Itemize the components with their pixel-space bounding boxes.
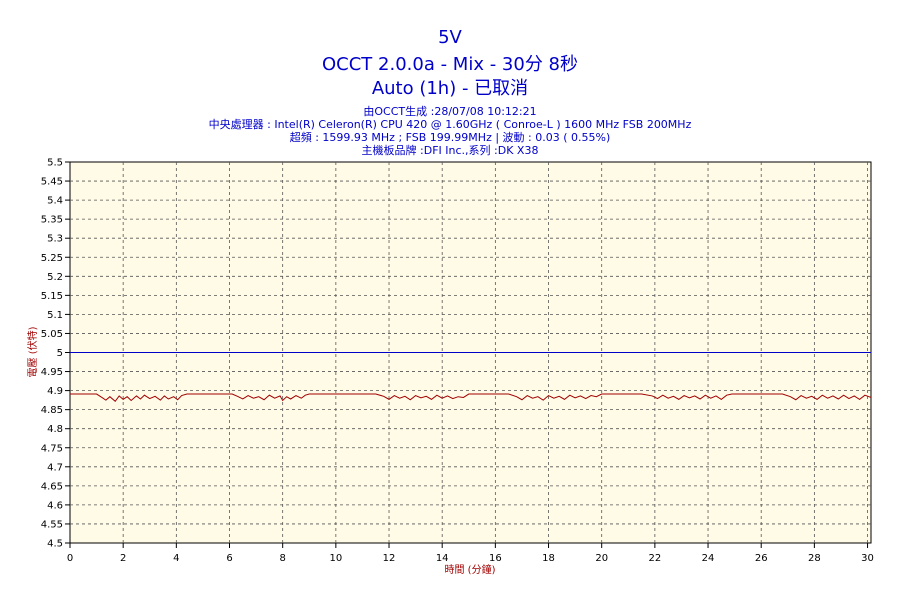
y-tick-label: 4.65 [41,481,63,492]
x-tick-label: 22 [648,553,661,564]
y-tick-label: 5 [57,348,63,359]
x-tick-label: 14 [436,553,449,564]
x-tick-label: 12 [383,553,396,564]
chart-title: 5V [438,27,462,48]
y-tick-label: 4.55 [41,519,63,530]
info-cpu: 中央處理器 : Intel(R) Celeron(R) CPU 420 @ 1.… [208,118,692,131]
y-tick-label: 5.2 [47,272,63,283]
info-motherboard: 主機板品牌 :DFI Inc.,系列 :DK X38 [361,144,539,157]
y-tick-label: 4.6 [47,500,63,511]
y-tick-label: 5.05 [41,329,63,340]
x-tick-label: 30 [861,553,874,564]
chart-subtitle: OCCT 2.0.0a - Mix - 30分 8秒 [322,54,578,75]
info-generated: 由OCCT生成 :28/07/08 10:12:21 [363,105,537,118]
y-tick-label: 5.3 [47,234,63,245]
y-tick-label: 4.5 [47,539,63,550]
y-tick-label: 5.4 [47,196,63,207]
series-line-measured [70,393,872,402]
x-tick-label: 0 [67,553,73,564]
x-tick-label: 4 [173,553,179,564]
x-tick-label: 16 [489,553,502,564]
x-tick-label: 24 [702,553,715,564]
y-tick-label: 5.25 [41,253,63,264]
y-tick-label: 5.1 [47,310,63,321]
x-tick-label: 28 [808,553,821,564]
y-tick-label: 5.5 [47,158,63,169]
y-tick-label: 5.35 [41,215,63,226]
y-tick-label: 4.85 [41,405,63,416]
x-tick-label: 6 [226,553,232,564]
chart-status: Auto (1h) - 已取消 [371,78,529,99]
info-frequency: 超頻 : 1599.93 MHz ; FSB 199.99MHz | 波動 : … [289,131,611,144]
grid [70,162,871,543]
y-axis-label: 電壓 (伏特) [26,326,39,377]
y-axis: 4.5 4.55 4.6 4.65 4.7 4.75 4.8 4.85 4.9 4.95 5 5.05… [41,158,70,550]
x-tick-label: 26 [755,553,768,564]
y-tick-label: 4.75 [41,443,63,454]
y-tick-label: 4.7 [47,462,63,473]
y-tick-label: 4.9 [47,386,63,397]
x-tick-label: 10 [329,553,342,564]
y-tick-label: 4.95 [41,367,63,378]
x-axis: 0 2 4 6 8 10 12 14 16 18 20 22 24 26 28 30 [67,543,874,564]
y-tick-label: 5.15 [41,291,63,302]
x-tick-label: 20 [595,553,608,564]
series-group [70,352,872,402]
x-tick-label: 8 [279,553,285,564]
x-tick-label: 2 [120,553,126,564]
y-tick-label: 5.45 [41,177,63,188]
y-tick-label: 4.8 [47,424,63,435]
x-axis-label: 時間 (分鐘) [445,563,496,576]
x-tick-label: 18 [542,553,555,564]
